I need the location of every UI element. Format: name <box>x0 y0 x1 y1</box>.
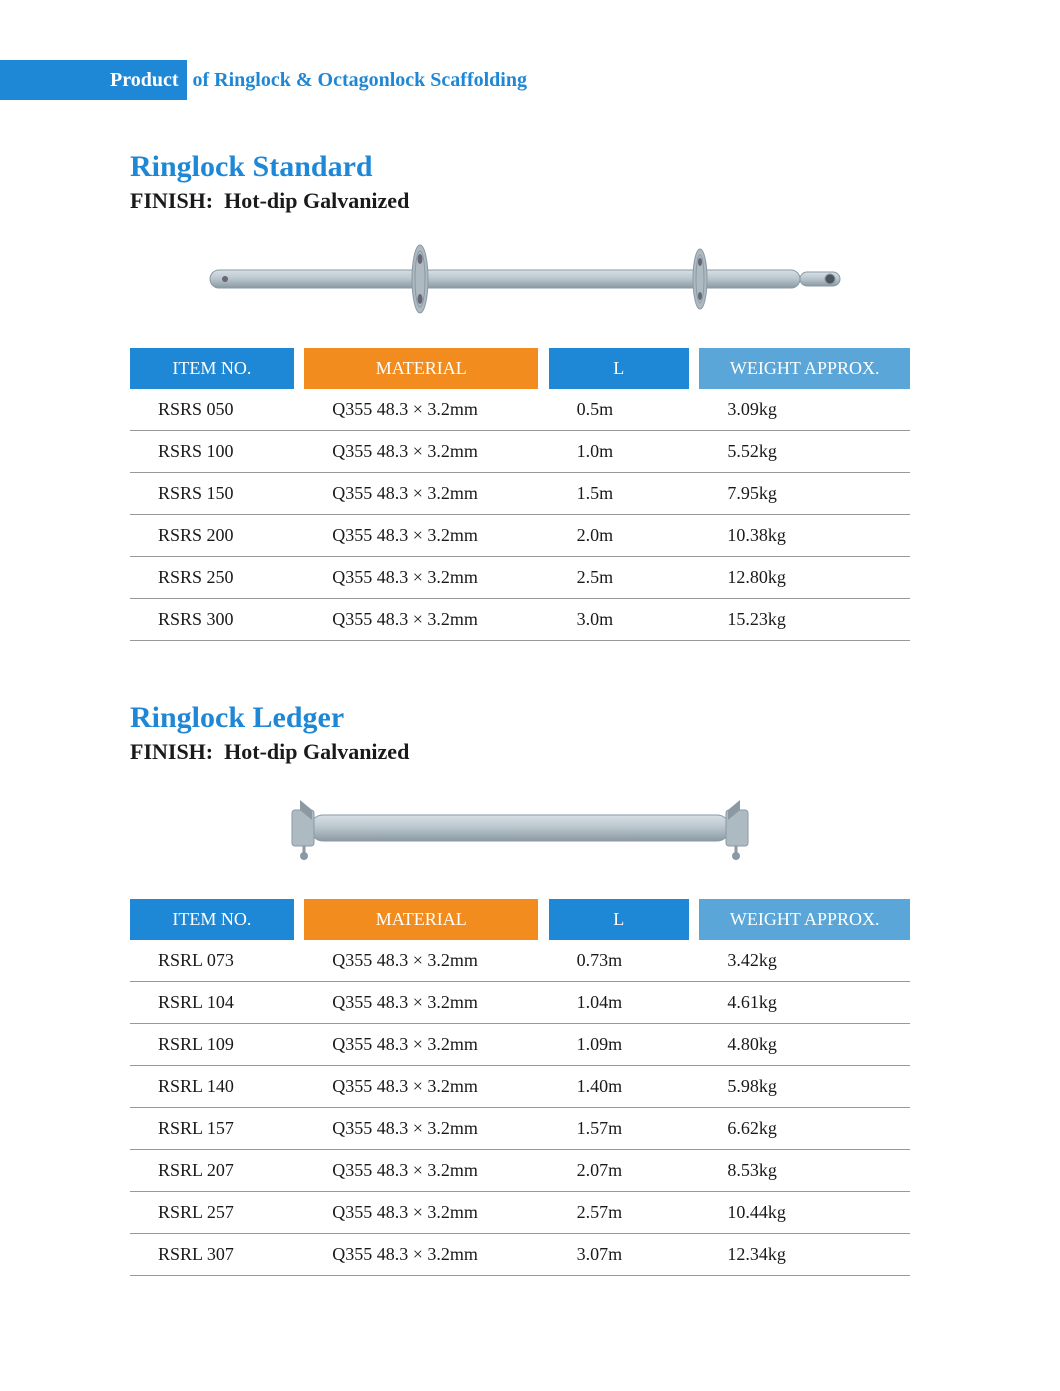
cell: 3.07m <box>549 1234 689 1276</box>
cell: 1.57m <box>549 1108 689 1150</box>
cell: 4.80kg <box>699 1024 910 1066</box>
cell: 6.62kg <box>699 1108 910 1150</box>
cell: Q355 48.3 × 3.2mm <box>304 1150 538 1192</box>
cell: 12.80kg <box>699 557 910 599</box>
cell: RSRS 200 <box>130 515 294 557</box>
content-area: Ringlock Standard FINISH: Hot-dip Galvani… <box>130 150 910 1336</box>
cell: RSRS 050 <box>130 389 294 431</box>
cell: Q355 48.3 × 3.2mm <box>304 599 538 641</box>
table-header: MATERIAL <box>304 899 538 940</box>
cell: RSRS 100 <box>130 431 294 473</box>
table-header: ITEM NO. <box>130 348 294 389</box>
cell: 3.0m <box>549 599 689 641</box>
cell: RSRL 207 <box>130 1150 294 1192</box>
table-header: MATERIAL <box>304 348 538 389</box>
spec-table: ITEM NO.MATERIALLWEIGHT APPROX.RSRS 050Q… <box>130 348 910 641</box>
cell: 10.38kg <box>699 515 910 557</box>
page-banner: Product of Ringlock & Octagonlock Scaffo… <box>0 60 580 100</box>
product-section: Ringlock Ledger FINISH: Hot-dip Galvanize… <box>130 701 910 1276</box>
cell: RSRL 104 <box>130 982 294 1024</box>
table-row: RSRL 109Q355 48.3 × 3.2mm 1.09m4.80kg <box>130 1024 910 1066</box>
cell: 0.73m <box>549 940 689 982</box>
table-header: WEIGHT APPROX. <box>699 348 910 389</box>
cell: Q355 48.3 × 3.2mm <box>304 515 538 557</box>
cell: Q355 48.3 × 3.2mm <box>304 389 538 431</box>
cell: Q355 48.3 × 3.2mm <box>304 1108 538 1150</box>
ledger-illustration <box>130 785 910 875</box>
cell: RSRL 157 <box>130 1108 294 1150</box>
cell: 8.53kg <box>699 1150 910 1192</box>
banner-left: Product <box>0 60 187 100</box>
cell: 15.23kg <box>699 599 910 641</box>
cell: RSRS 150 <box>130 473 294 515</box>
cell: Q355 48.3 × 3.2mm <box>304 1234 538 1276</box>
cell: 3.42kg <box>699 940 910 982</box>
cell: RSRS 300 <box>130 599 294 641</box>
banner-right: of Ringlock & Octagonlock Scaffolding <box>187 69 527 92</box>
table-row: RSRS 100Q355 48.3 × 3.2mm 1.0m5.52kg <box>130 431 910 473</box>
cell: 4.61kg <box>699 982 910 1024</box>
table-header: L <box>549 899 689 940</box>
table-row: RSRS 150Q355 48.3 × 3.2mm 1.5m7.95kg <box>130 473 910 515</box>
cell: Q355 48.3 × 3.2mm <box>304 431 538 473</box>
cell: RSRL 109 <box>130 1024 294 1066</box>
cell: 5.52kg <box>699 431 910 473</box>
table-row: RSRL 140Q355 48.3 × 3.2mm 1.40m5.98kg <box>130 1066 910 1108</box>
table-row: RSRL 157Q355 48.3 × 3.2mm 1.57m6.62kg <box>130 1108 910 1150</box>
cell: 1.09m <box>549 1024 689 1066</box>
cell: 2.0m <box>549 515 689 557</box>
cell: RSRL 257 <box>130 1192 294 1234</box>
table-header: ITEM NO. <box>130 899 294 940</box>
standard-illustration <box>130 234 910 324</box>
cell: RSRL 073 <box>130 940 294 982</box>
cell: Q355 48.3 × 3.2mm <box>304 940 538 982</box>
cell: 3.09kg <box>699 389 910 431</box>
cell: 2.57m <box>549 1192 689 1234</box>
cell: Q355 48.3 × 3.2mm <box>304 1024 538 1066</box>
table-row: RSRS 250Q355 48.3 × 3.2mm 2.5m12.80kg <box>130 557 910 599</box>
table-row: RSRS 200Q355 48.3 × 3.2mm 2.0m10.38kg <box>130 515 910 557</box>
finish-value: Hot-dip Galvanized <box>224 188 409 213</box>
cell: Q355 48.3 × 3.2mm <box>304 982 538 1024</box>
cell: 5.98kg <box>699 1066 910 1108</box>
table-row: RSRL 207Q355 48.3 × 3.2mm 2.07m8.53kg <box>130 1150 910 1192</box>
cell: 12.34kg <box>699 1234 910 1276</box>
table-header: WEIGHT APPROX. <box>699 899 910 940</box>
cell: Q355 48.3 × 3.2mm <box>304 1192 538 1234</box>
cell: Q355 48.3 × 3.2mm <box>304 473 538 515</box>
cell: RSRS 250 <box>130 557 294 599</box>
table-row: RSRS 300Q355 48.3 × 3.2mm 3.0m15.23kg <box>130 599 910 641</box>
cell: 2.5m <box>549 557 689 599</box>
table-row: RSRL 307Q355 48.3 × 3.2mm 3.07m12.34kg <box>130 1234 910 1276</box>
cell: 1.5m <box>549 473 689 515</box>
cell: 0.5m <box>549 389 689 431</box>
table-row: RSRL 073Q355 48.3 × 3.2mm 0.73m3.42kg <box>130 940 910 982</box>
cell: RSRL 307 <box>130 1234 294 1276</box>
cell: 10.44kg <box>699 1192 910 1234</box>
spec-table: ITEM NO.MATERIALLWEIGHT APPROX.RSRL 073Q… <box>130 899 910 1276</box>
finish-line: FINISH: Hot-dip Galvanized <box>130 188 910 214</box>
cell: RSRL 140 <box>130 1066 294 1108</box>
section-title: Ringlock Standard <box>130 150 910 184</box>
finish-line: FINISH: Hot-dip Galvanized <box>130 739 910 765</box>
cell: 2.07m <box>549 1150 689 1192</box>
table-row: RSRL 104Q355 48.3 × 3.2mm 1.04m4.61kg <box>130 982 910 1024</box>
table-header: L <box>549 348 689 389</box>
cell: Q355 48.3 × 3.2mm <box>304 557 538 599</box>
table-row: RSRS 050Q355 48.3 × 3.2mm 0.5m3.09kg <box>130 389 910 431</box>
cell: 7.95kg <box>699 473 910 515</box>
cell: 1.0m <box>549 431 689 473</box>
cell: 1.40m <box>549 1066 689 1108</box>
cell: 1.04m <box>549 982 689 1024</box>
finish-label: FINISH: <box>130 188 213 213</box>
product-section: Ringlock Standard FINISH: Hot-dip Galvani… <box>130 150 910 641</box>
finish-value: Hot-dip Galvanized <box>224 739 409 764</box>
cell: Q355 48.3 × 3.2mm <box>304 1066 538 1108</box>
section-title: Ringlock Ledger <box>130 701 910 735</box>
table-row: RSRL 257Q355 48.3 × 3.2mm 2.57m10.44kg <box>130 1192 910 1234</box>
finish-label: FINISH: <box>130 739 213 764</box>
